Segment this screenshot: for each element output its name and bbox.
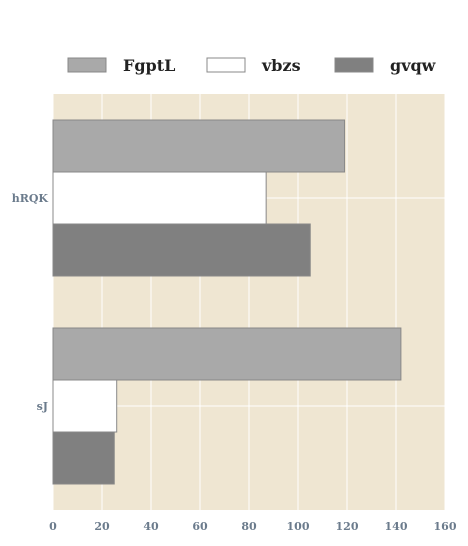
legend-swatch-vbzs xyxy=(206,57,246,73)
bars xyxy=(52,119,402,485)
bar-sJ-gvqw xyxy=(52,431,115,485)
x-axis-ticks: 0 20 40 60 80 100 120 140 160 xyxy=(49,520,457,533)
legend: FgptL vbzs gvqw xyxy=(67,56,437,75)
x-tick-label-7: 140 xyxy=(385,520,408,533)
x-tick-label-4: 80 xyxy=(241,520,257,533)
y-axis-categories: hRQK sJ xyxy=(12,192,49,413)
legend-label-vbzs: vbzs xyxy=(261,56,301,75)
x-tick-label-3: 60 xyxy=(192,520,208,533)
legend-label-gvqw: gvqw xyxy=(390,56,437,75)
bar-sJ-FgptL xyxy=(52,327,402,381)
y-category-label-0: hRQK xyxy=(12,192,49,205)
bar-hRQK-gvqw xyxy=(52,223,311,277)
x-tick-label-1: 20 xyxy=(94,520,110,533)
y-category-label-1: sJ xyxy=(37,400,48,413)
legend-label-FgptL: FgptL xyxy=(123,56,175,75)
bar-hRQK-vbzs xyxy=(52,171,267,225)
bar-sJ-vbzs xyxy=(52,379,118,433)
x-tick-label-2: 40 xyxy=(143,520,159,533)
bar-hRQK-FgptL xyxy=(52,119,346,173)
x-tick-label-0: 0 xyxy=(49,520,57,533)
legend-swatch-gvqw xyxy=(334,57,374,73)
legend-swatch-FgptL xyxy=(67,57,107,73)
x-tick-label-6: 120 xyxy=(336,520,359,533)
x-tick-label-8: 160 xyxy=(434,520,457,533)
x-tick-label-5: 100 xyxy=(287,520,310,533)
